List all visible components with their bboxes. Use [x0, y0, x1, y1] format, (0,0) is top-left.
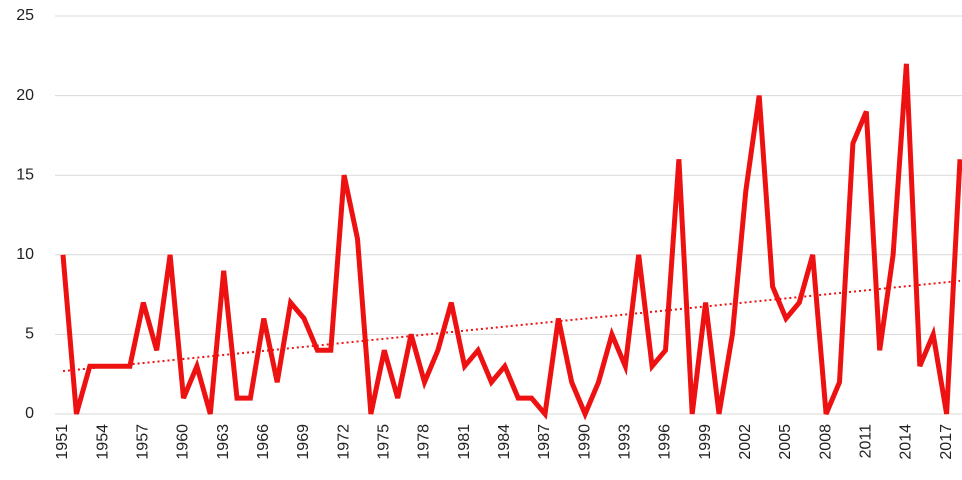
- x-tick-label: 1954: [94, 424, 111, 460]
- x-tick-label: 1984: [496, 424, 513, 460]
- x-tick-label: 1996: [657, 424, 674, 460]
- y-tick-label: 25: [16, 7, 34, 24]
- x-tick-label: 1972: [335, 424, 352, 460]
- y-tick-label: 15: [16, 166, 34, 183]
- trendline: [62, 279, 961, 373]
- x-tick-label: 2002: [737, 424, 754, 460]
- x-tick-label: 2011: [858, 424, 875, 459]
- x-tick-label: 1951: [54, 424, 71, 460]
- x-tick-label: 2014: [898, 424, 915, 460]
- x-tick-label: 1981: [456, 424, 473, 460]
- x-tick-label: 1978: [416, 424, 433, 460]
- x-tick-label: 1993: [617, 424, 634, 460]
- x-tick-label: 2017: [938, 424, 955, 460]
- y-tick-label: 5: [25, 326, 34, 343]
- x-tick-label: 1960: [175, 424, 192, 460]
- y-tick-label: 0: [25, 405, 34, 422]
- x-tick-label: 1999: [697, 424, 714, 460]
- x-tick-label: 1966: [255, 424, 272, 460]
- x-tick-label: 1987: [536, 424, 553, 460]
- x-tick-label: 1963: [215, 424, 232, 460]
- y-tick-label: 20: [16, 87, 34, 104]
- x-tick-label: 2005: [777, 424, 794, 460]
- x-tick-label: 1990: [576, 424, 593, 460]
- x-tick-label: 2008: [817, 424, 834, 460]
- x-tick-label: 1975: [376, 424, 393, 460]
- x-tick-label: 1957: [135, 424, 152, 460]
- x-tick-label: 1969: [295, 424, 312, 460]
- data-line: [60, 63, 962, 421]
- y-tick-label: 10: [16, 246, 34, 263]
